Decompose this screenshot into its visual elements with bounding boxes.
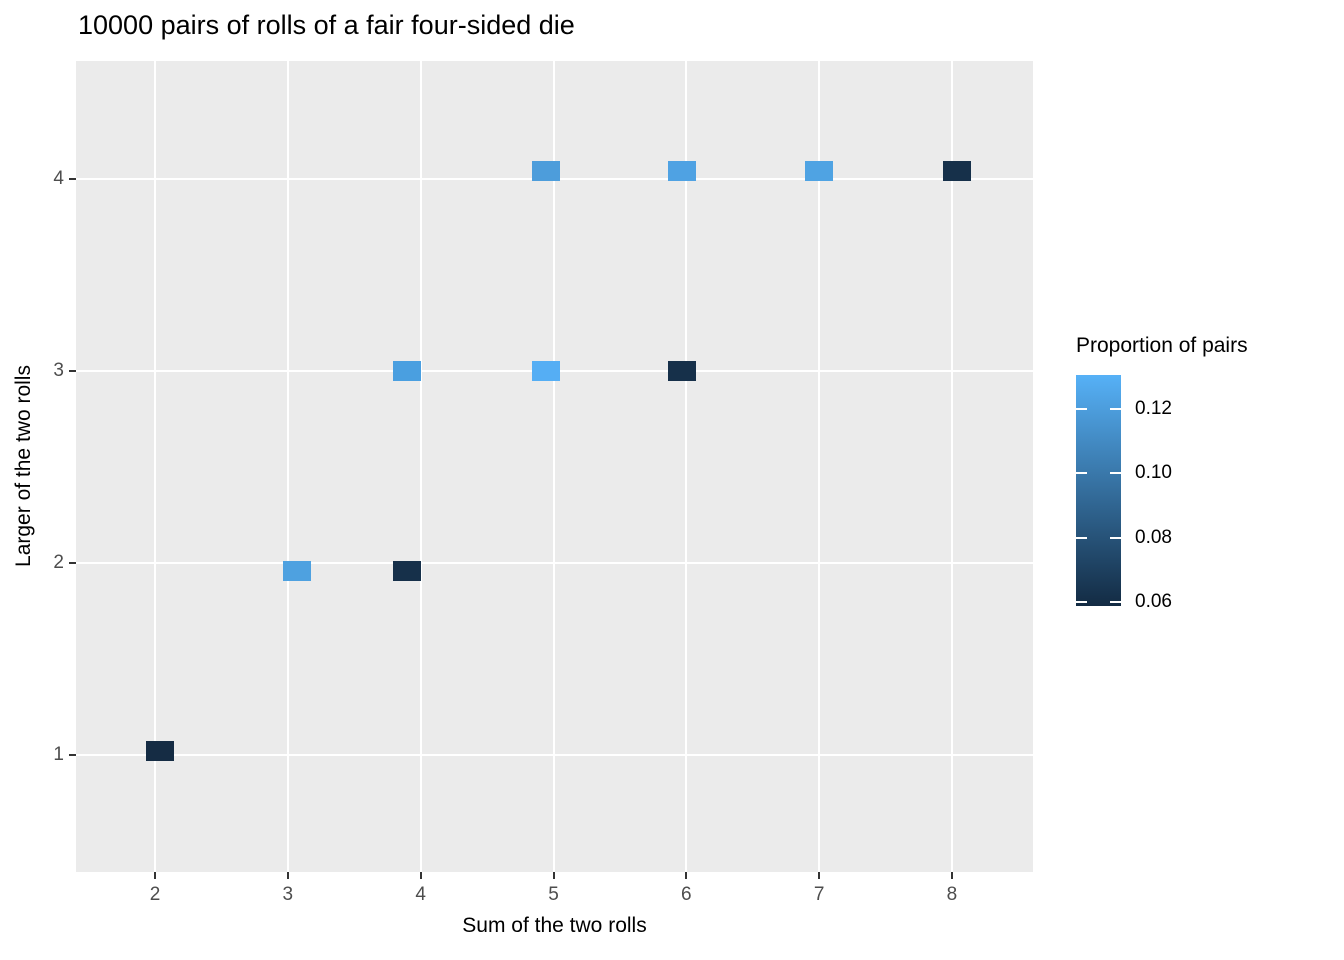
x-tick-mark-7 xyxy=(818,872,821,879)
x-tick-label-3: 3 xyxy=(282,884,294,905)
y-tick-label-2: 2 xyxy=(53,552,64,574)
y-tick-mark-3 xyxy=(69,370,76,373)
heat-tile-sum6-larger3 xyxy=(668,361,697,382)
heat-tile-sum3-larger2 xyxy=(283,560,312,581)
chart-title: 10000 pairs of rolls of a fair four-side… xyxy=(78,10,575,40)
legend-tick-mark-left-0.10 xyxy=(1076,472,1087,475)
gridline-y-1 xyxy=(76,754,1033,757)
y-tick-mark-1 xyxy=(69,754,76,757)
heat-tile-sum5-larger4 xyxy=(531,161,560,182)
y-tick-mark-2 xyxy=(69,562,76,565)
gridline-x-5 xyxy=(552,61,555,872)
legend-tick-mark-right-0.06 xyxy=(1110,601,1121,604)
heat-tile-sum8-larger4 xyxy=(943,161,972,182)
heat-tile-sum7-larger4 xyxy=(805,161,834,182)
gridline-x-4 xyxy=(419,61,422,872)
x-tick-label-8: 8 xyxy=(946,884,958,905)
legend-gradient-bar xyxy=(1076,375,1121,606)
legend-title: Proportion of pairs xyxy=(1076,334,1248,357)
legend-tick-mark-right-0.08 xyxy=(1110,536,1121,539)
x-tick-label-6: 6 xyxy=(681,884,692,905)
legend-tick-mark-left-0.06 xyxy=(1076,601,1087,604)
x-tick-mark-3 xyxy=(286,872,289,879)
heat-tile-sum4-larger3 xyxy=(393,361,422,382)
legend-tick-mark-left-0.12 xyxy=(1076,408,1087,411)
y-tick-label-1: 1 xyxy=(53,744,64,766)
gridline-x-2 xyxy=(154,61,157,872)
plot-panel xyxy=(76,61,1033,872)
x-tick-label-4: 4 xyxy=(415,884,426,905)
heat-tile-sum6-larger4 xyxy=(668,161,697,182)
legend-tick-label-0.06: 0.06 xyxy=(1135,591,1172,613)
legend-tick-mark-right-0.12 xyxy=(1110,408,1121,411)
legend-tick-mark-right-0.10 xyxy=(1110,472,1121,475)
y-axis-title: Larger of the two rolls xyxy=(12,365,35,567)
x-tick-label-5: 5 xyxy=(548,884,559,905)
y-tick-label-3: 3 xyxy=(53,360,64,382)
heat-tile-sum2-larger1 xyxy=(146,741,175,762)
gridline-x-6 xyxy=(685,61,688,872)
x-tick-mark-6 xyxy=(685,872,688,879)
legend-tick-label-0.08: 0.08 xyxy=(1135,526,1172,548)
y-tick-label-4: 4 xyxy=(53,168,64,190)
x-tick-label-7: 7 xyxy=(813,884,825,905)
x-tick-mark-5 xyxy=(552,872,555,879)
gridline-y-2 xyxy=(76,562,1033,565)
heat-tile-sum5-larger3 xyxy=(531,361,560,382)
y-tick-mark-4 xyxy=(69,178,76,181)
legend-tick-label-0.12: 0.12 xyxy=(1135,398,1172,420)
gridline-x-8 xyxy=(950,61,953,872)
legend-tick-mark-left-0.08 xyxy=(1076,536,1087,539)
heat-tile-sum4-larger2 xyxy=(393,560,422,581)
gridline-x-7 xyxy=(818,61,821,872)
gridline-x-3 xyxy=(286,61,289,872)
legend-tick-label-0.10: 0.10 xyxy=(1135,462,1172,484)
x-tick-mark-8 xyxy=(950,872,953,879)
x-tick-mark-2 xyxy=(154,872,157,879)
x-tick-mark-4 xyxy=(419,872,422,879)
x-axis-title: Sum of the two rolls xyxy=(462,914,647,937)
x-tick-label-2: 2 xyxy=(149,884,161,905)
